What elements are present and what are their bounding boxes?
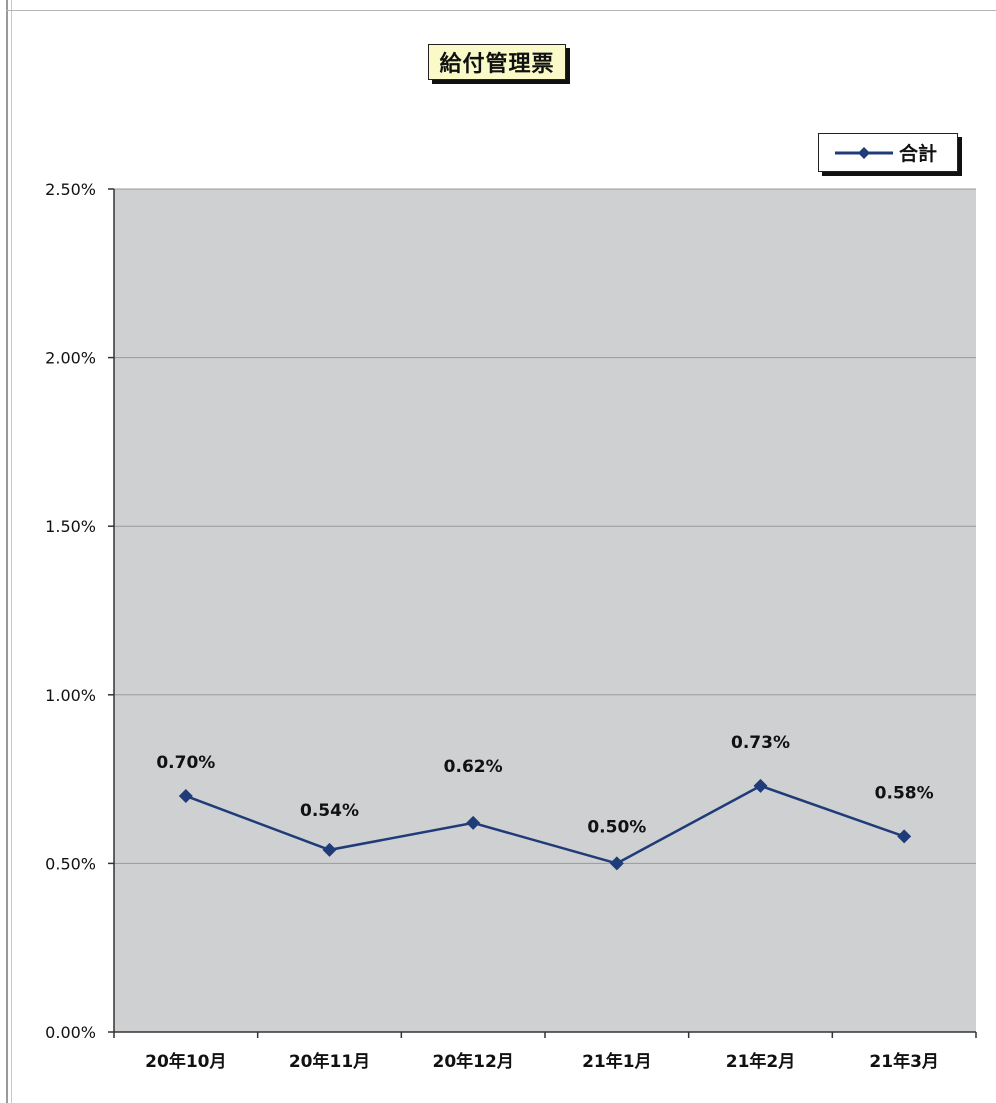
y-tick-label: 0.00% (45, 1023, 96, 1042)
data-label: 0.54% (300, 801, 359, 821)
x-tick-label: 20年10月 (145, 1051, 226, 1072)
frame-border-left (6, 0, 8, 1103)
data-point-marker (609, 856, 624, 871)
data-point-marker (897, 829, 912, 844)
data-label: 0.73% (731, 733, 790, 753)
legend-series-marker-icon (835, 146, 893, 159)
y-tick-label: 1.00% (45, 686, 96, 705)
data-point-marker (466, 815, 481, 830)
data-label: 0.62% (444, 757, 503, 777)
data-point-marker (753, 778, 768, 793)
x-tick-label: 21年3月 (869, 1051, 939, 1072)
legend-series-label: 合計 (899, 143, 938, 165)
chart-legend: 合計 (818, 133, 958, 172)
y-tick-label: 2.00% (45, 349, 96, 368)
gridlines (114, 188, 976, 864)
series-layer (178, 778, 912, 871)
x-axis-ticks: 20年10月 20年11月 20年12月 21年1月 21年2月 21年3月 (113, 1032, 977, 1072)
series-line (185, 784, 905, 865)
data-label: 0.58% (875, 783, 934, 803)
y-axis-ticks: 0.00% 0.50% 1.00% 1.50% 2.00% 2.50% (45, 180, 114, 1042)
frame-border-left-inner (11, 0, 12, 1103)
x-tick-label: 20年12月 (433, 1051, 514, 1072)
data-labels: 0.70% 0.54% 0.62% 0.50% 0.73% 0.58% (156, 733, 933, 838)
frame-border-top (6, 10, 996, 11)
y-tick-label: 2.50% (45, 180, 96, 199)
data-point-marker (322, 842, 337, 857)
plot-area (114, 189, 976, 1032)
data-label: 0.70% (156, 753, 215, 773)
x-tick-label: 21年2月 (726, 1051, 796, 1072)
x-tick-label: 21年1月 (582, 1051, 652, 1072)
y-tick-label: 1.50% (45, 517, 96, 536)
chart-title: 給付管理票 (428, 44, 566, 80)
data-label: 0.50% (587, 817, 646, 837)
data-point-marker (178, 788, 193, 803)
y-tick-label: 0.50% (45, 854, 96, 873)
x-tick-label: 20年11月 (289, 1051, 370, 1072)
